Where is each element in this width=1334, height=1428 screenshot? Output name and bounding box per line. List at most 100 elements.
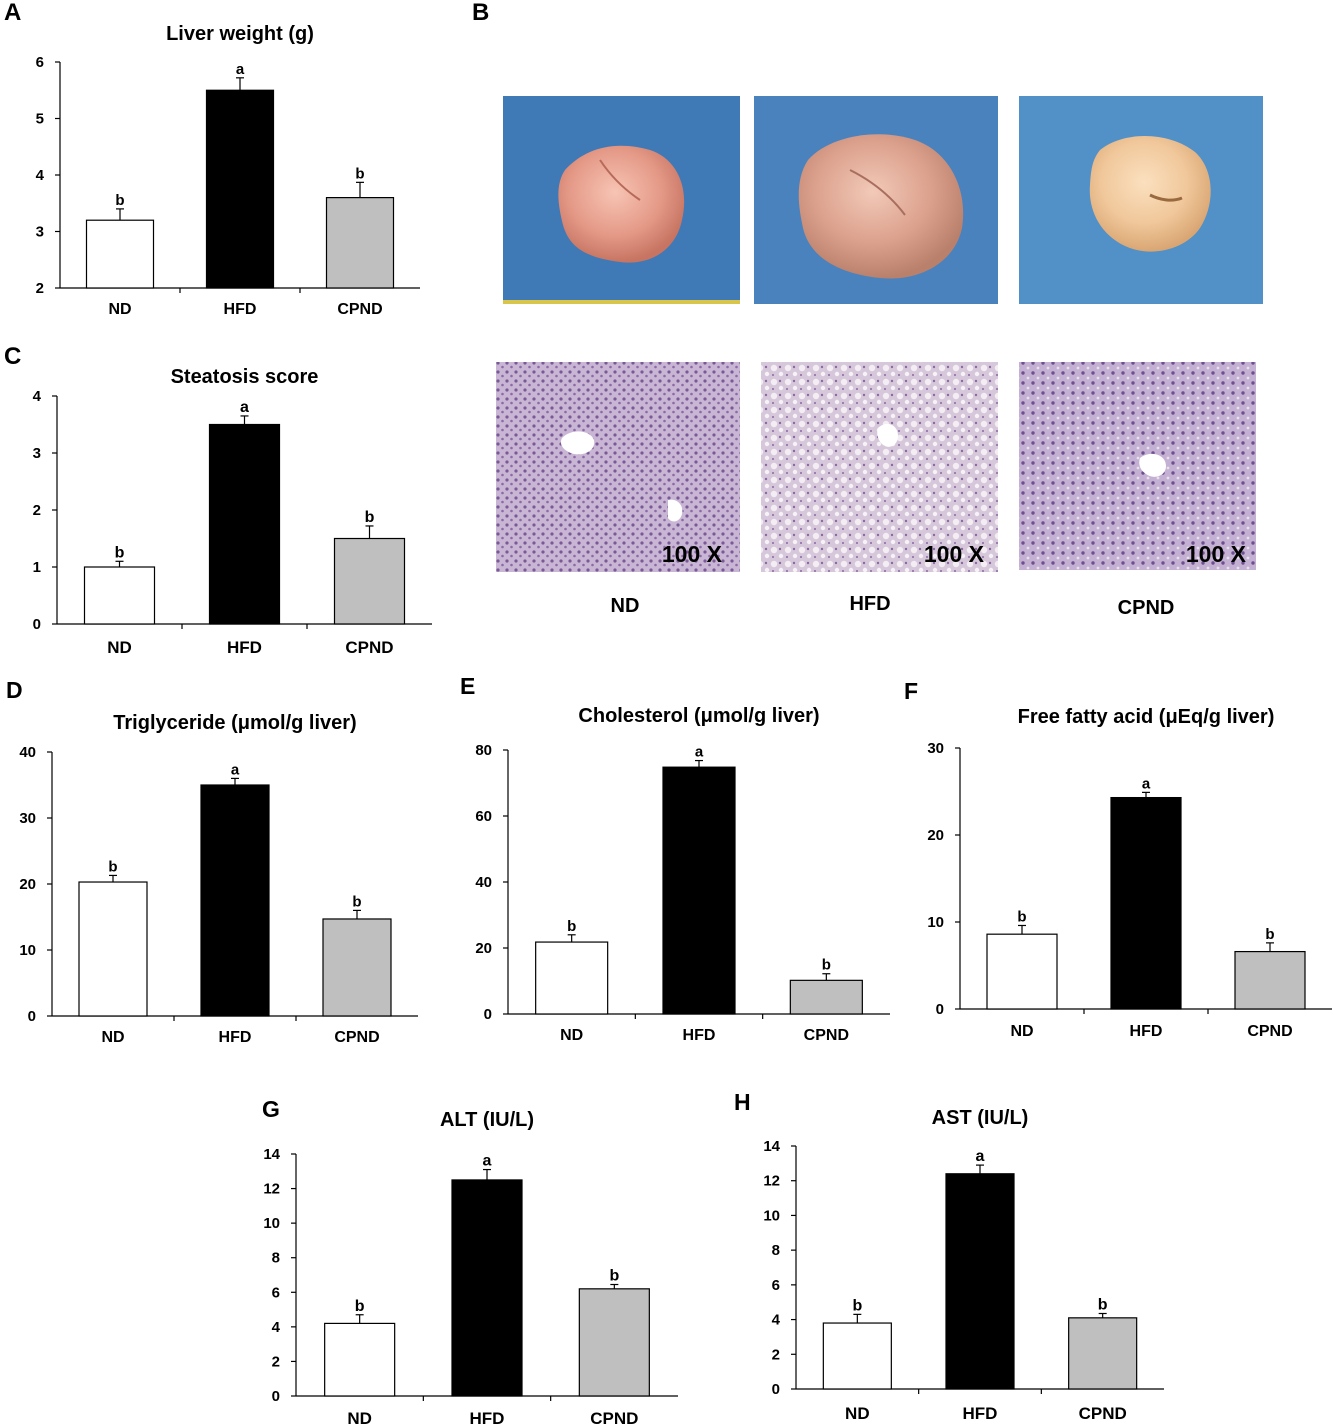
y-tick-label-d: 30	[19, 810, 36, 827]
y-tick-label-a: 6	[36, 54, 44, 71]
chart-title-f: Free fatty acid (μEq/g liver)	[1018, 706, 1275, 728]
panel-letter-f: F	[904, 678, 918, 704]
photo-liver-cpnd	[1019, 96, 1263, 304]
y-tick-label-a: 5	[36, 111, 44, 128]
y-tick-label-d: 10	[19, 942, 36, 959]
category-label-d-nd: ND	[101, 1029, 124, 1046]
y-tick-label-c: 0	[33, 616, 41, 633]
chart-d: D Triglyceride (μmol/g liver) 0 10 20 30 40 b ND…	[6, 677, 418, 1046]
panel-letter-h: H	[734, 1089, 751, 1115]
photo-liver-nd	[503, 96, 740, 304]
magnification-label-cpnd: 100 X	[1186, 541, 1247, 567]
panel-b-column-hfd: HFD	[849, 593, 890, 615]
significance-label-g-cpnd: b	[609, 1268, 619, 1285]
y-tick-label-h: 6	[772, 1277, 780, 1294]
y-tick-label-e: 80	[475, 742, 492, 759]
bar-g-cpnd	[578, 1288, 650, 1397]
y-tick-label-a: 3	[36, 224, 44, 241]
panel-b-column-cpnd: CPND	[1118, 597, 1175, 619]
bar-a-cpnd	[325, 197, 395, 289]
y-tick-label-a: 4	[36, 167, 45, 184]
category-label-f-hfd: HFD	[1130, 1023, 1163, 1040]
y-tick-label-h: 8	[772, 1242, 780, 1259]
y-tick-label-h: 2	[772, 1346, 780, 1363]
y-tick-label-e: 0	[484, 1006, 492, 1023]
bar-g-nd	[324, 1322, 396, 1397]
category-label-g-nd: ND	[347, 1409, 372, 1428]
significance-label-g-hfd: a	[483, 1153, 492, 1170]
y-tick-label-g: 4	[272, 1319, 281, 1336]
y-tick-label-g: 14	[263, 1146, 280, 1163]
significance-label-h-hfd: a	[976, 1148, 985, 1165]
y-tick-label-h: 14	[763, 1138, 780, 1155]
y-tick-label-f: 10	[927, 914, 944, 931]
y-tick-label-f: 20	[927, 827, 944, 844]
significance-label-e-nd: b	[567, 918, 576, 935]
y-tick-label-h: 4	[772, 1312, 781, 1329]
panel-letter-d: D	[6, 677, 23, 703]
bar-a-nd	[85, 219, 155, 289]
category-label-d-cpnd: CPND	[334, 1029, 379, 1046]
bar-d-hfd	[200, 784, 270, 1017]
significance-label-c-cpnd: b	[365, 509, 375, 526]
y-tick-label-c: 3	[33, 445, 41, 462]
category-label-c-hfd: HFD	[227, 638, 262, 657]
chart-title-a: Liver weight (g)	[166, 23, 314, 45]
y-tick-label-g: 12	[263, 1181, 280, 1198]
y-tick-label-d: 20	[19, 876, 36, 893]
significance-label-f-cpnd: b	[1265, 926, 1274, 943]
bar-c-hfd	[208, 423, 281, 625]
y-tick-label-e: 60	[475, 808, 492, 825]
histology-hfd: 100 X	[761, 362, 998, 572]
magnification-label-hfd: 100 X	[924, 541, 985, 567]
chart-f: F Free fatty acid (μEq/g liver) 0 10 20 30 b ND…	[904, 678, 1332, 1040]
y-tick-label-a: 2	[36, 280, 44, 297]
bar-d-nd	[78, 881, 148, 1017]
category-label-g-hfd: HFD	[470, 1409, 505, 1428]
significance-label-d-cpnd: b	[352, 893, 361, 910]
significance-label-c-nd: b	[115, 544, 125, 561]
significance-label-a-nd: b	[115, 192, 124, 209]
category-label-a-nd: ND	[108, 301, 131, 318]
panel-letter-e: E	[460, 673, 475, 699]
category-label-h-nd: ND	[845, 1404, 870, 1423]
histology-cpnd: 100 X	[1019, 362, 1256, 570]
category-label-e-hfd: HFD	[683, 1027, 716, 1044]
significance-label-a-hfd: a	[236, 61, 245, 78]
category-label-h-hfd: HFD	[963, 1404, 998, 1423]
significance-label-d-hfd: a	[231, 761, 240, 778]
significance-label-e-hfd: a	[695, 744, 704, 761]
category-label-a-cpnd: CPND	[337, 301, 382, 318]
category-label-e-nd: ND	[560, 1027, 583, 1044]
chart-title-c: Steatosis score	[171, 366, 319, 388]
chart-title-d: Triglyceride (μmol/g liver)	[113, 712, 356, 734]
y-tick-label-d: 0	[28, 1008, 36, 1025]
significance-label-a-cpnd: b	[355, 165, 364, 182]
bar-e-cpnd	[789, 979, 863, 1015]
chart-c: C Steatosis score 0 1 2 3 4 b ND a HFD b CPND	[4, 343, 432, 657]
panel-b: B 100 X 100 X	[472, 0, 1263, 619]
y-tick-label-e: 40	[475, 874, 492, 891]
category-label-f-nd: ND	[1010, 1023, 1033, 1040]
bar-c-nd	[83, 566, 156, 625]
significance-label-h-nd: b	[852, 1297, 862, 1314]
bar-h-cpnd	[1068, 1317, 1138, 1390]
category-label-c-cpnd: CPND	[345, 638, 393, 657]
significance-label-c-hfd: a	[240, 399, 249, 416]
bar-d-cpnd	[322, 918, 392, 1017]
significance-label-e-cpnd: b	[822, 957, 831, 974]
bar-a-hfd	[205, 89, 275, 289]
significance-label-g-nd: b	[355, 1298, 365, 1315]
y-tick-label-c: 1	[33, 559, 41, 576]
y-tick-label-d: 40	[19, 744, 36, 761]
significance-label-f-hfd: a	[1142, 775, 1151, 792]
bar-e-nd	[535, 941, 609, 1015]
photo-liver-hfd	[754, 96, 998, 304]
chart-title-h: AST (IU/L)	[932, 1107, 1029, 1129]
y-tick-label-g: 0	[272, 1388, 280, 1405]
bar-f-cpnd	[1234, 950, 1306, 1010]
bar-f-nd	[986, 933, 1058, 1010]
panel-b-column-nd: ND	[611, 595, 640, 617]
